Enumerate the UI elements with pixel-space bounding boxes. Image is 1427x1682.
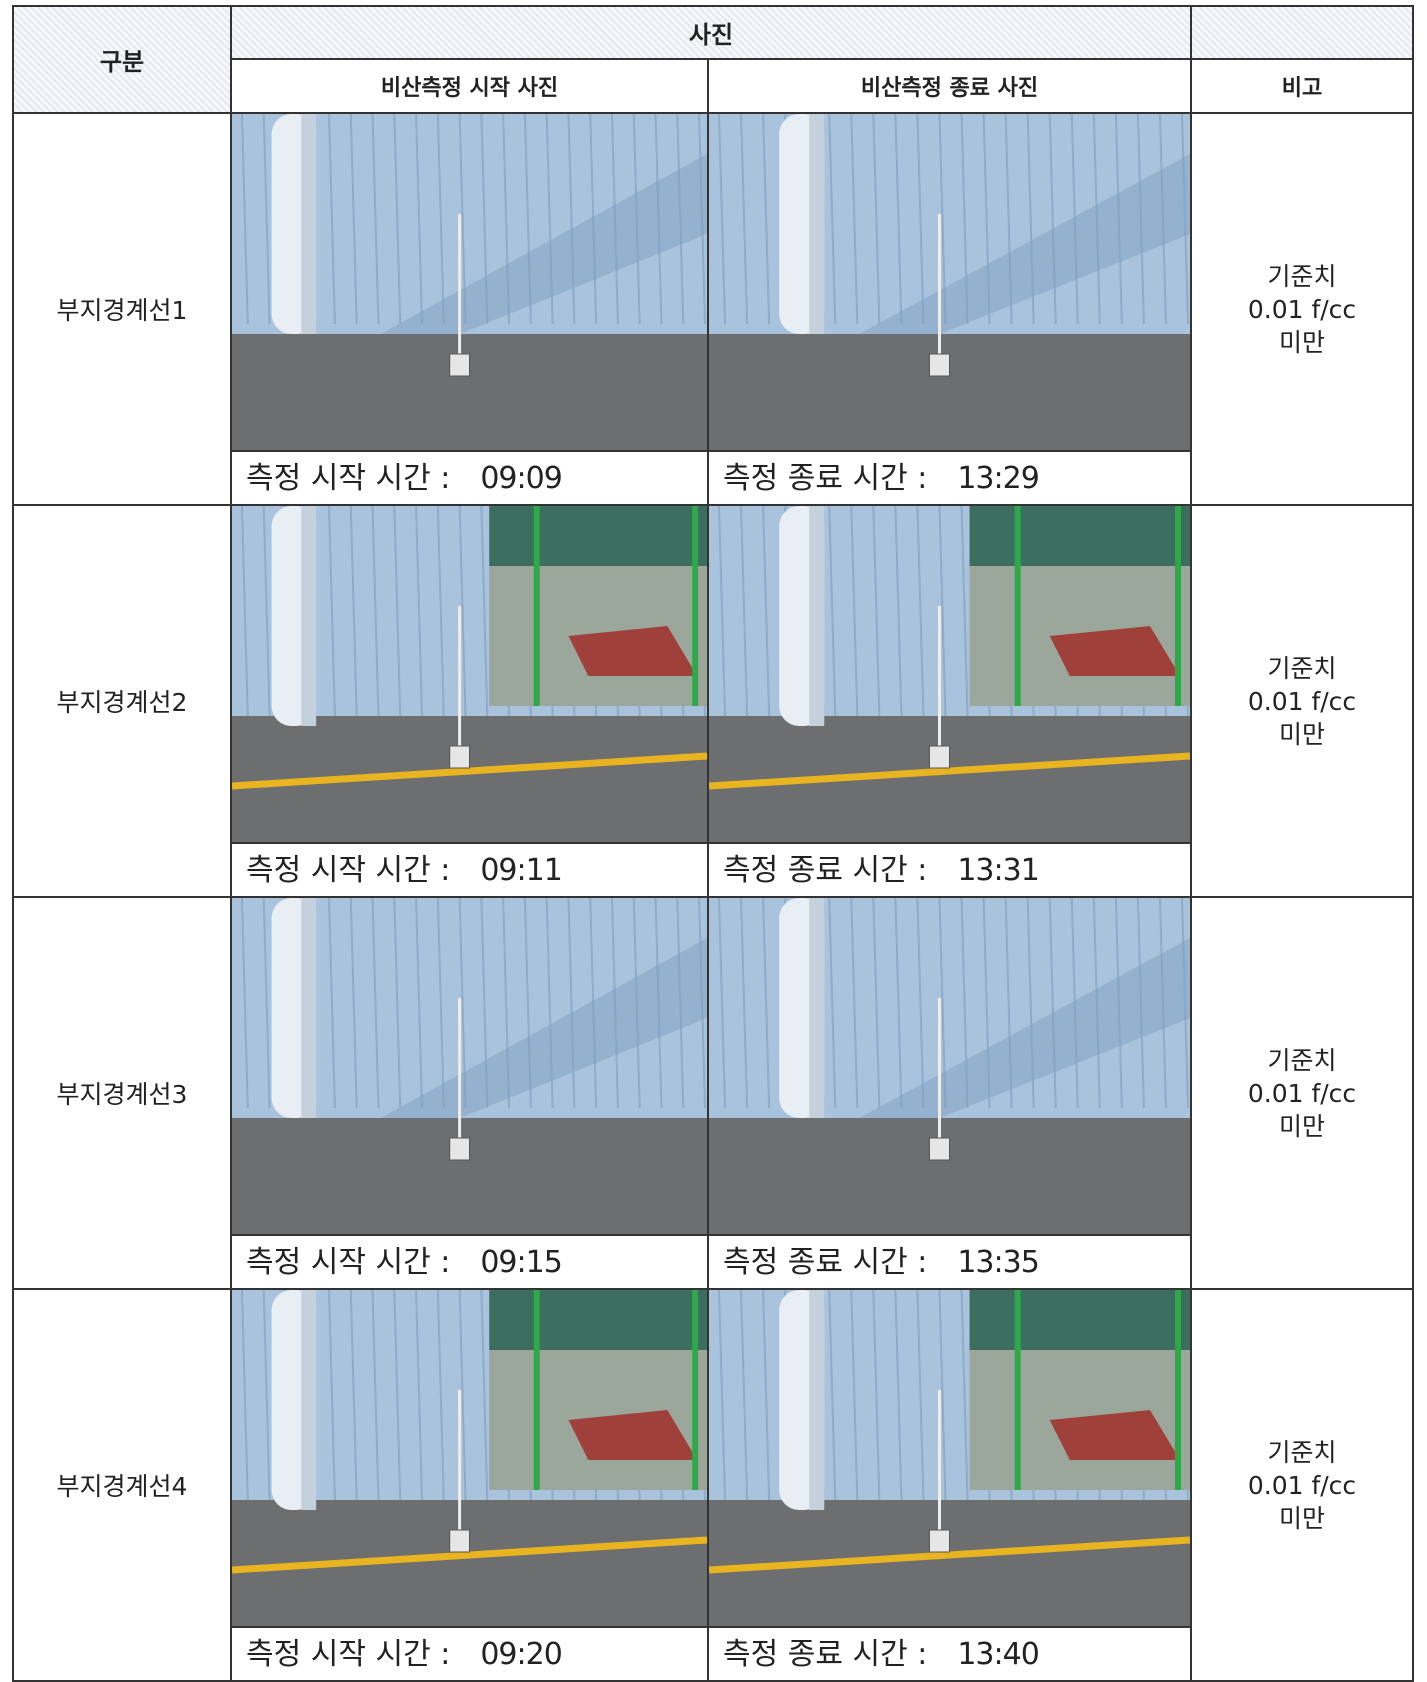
row-label: 부지경계선1 xyxy=(12,112,232,506)
caption: 측정 시작 시간 : 09:11 xyxy=(232,842,707,896)
caption: 측정 종료 시간 : 13:35 xyxy=(709,1234,1191,1288)
caption-time: 09:15 xyxy=(480,1245,562,1280)
note-line: 미만 xyxy=(1279,719,1326,749)
photo xyxy=(709,114,1191,450)
photo xyxy=(709,506,1191,842)
note-line: 기준치 xyxy=(1267,1437,1337,1467)
caption-text: 측정 시작 시간 : xyxy=(246,1245,451,1280)
caption: 측정 종료 시간 : 13:29 xyxy=(709,450,1191,504)
photo xyxy=(232,898,707,1234)
photo xyxy=(232,114,707,450)
end-photo-cell: 측정 종료 시간 : 13:29 xyxy=(706,112,1193,506)
note-cell: 기준치 0.01 f/cc 미만 xyxy=(1190,112,1415,506)
caption-time: 13:40 xyxy=(957,1637,1039,1672)
row: 부지경계선1 측정 시작 시간 : 09:09 측정 종료 시간 : 13:29 기준… xyxy=(12,112,1415,506)
photo xyxy=(232,506,707,842)
note-line: 0.01 f/cc xyxy=(1247,686,1357,716)
photo xyxy=(709,898,1191,1234)
note-line: 미만 xyxy=(1279,1111,1326,1141)
caption-time: 13:31 xyxy=(957,853,1039,888)
note-cell: 기준치 0.01 f/cc 미만 xyxy=(1190,896,1415,1290)
header-start: 비산측정 시작 사진 xyxy=(230,58,709,114)
header-photos: 사진 xyxy=(229,5,1193,60)
end-photo-cell: 측정 종료 시간 : 13:35 xyxy=(706,896,1193,1290)
caption-text: 측정 시작 시간 : xyxy=(246,853,451,888)
header-group: 구분 xyxy=(12,5,232,114)
caption: 측정 종료 시간 : 13:40 xyxy=(709,1626,1191,1680)
header-end: 비산측정 종료 사진 xyxy=(706,58,1193,114)
note-line: 기준치 xyxy=(1267,1045,1337,1075)
start-photo-cell: 측정 시작 시간 : 09:15 xyxy=(230,896,709,1290)
photo xyxy=(232,1290,707,1626)
note-line: 미만 xyxy=(1279,1503,1326,1533)
caption-time: 09:09 xyxy=(480,461,562,496)
row: 부지경계선2 측정 시작 시간 : 09:11 측정 종료 시간 : 13:31 기준… xyxy=(12,504,1415,898)
caption-text: 측정 종료 시간 : xyxy=(723,1245,928,1280)
row-label: 부지경계선4 xyxy=(12,1288,232,1682)
note-line: 0.01 f/cc xyxy=(1247,294,1357,324)
note-line: 기준치 xyxy=(1267,261,1337,291)
note-cell: 기준치 0.01 f/cc 미만 xyxy=(1190,1288,1415,1682)
row-label: 부지경계선3 xyxy=(12,896,232,1290)
end-photo-cell: 측정 종료 시간 : 13:40 xyxy=(706,1288,1193,1682)
caption: 측정 시작 시간 : 09:20 xyxy=(232,1626,707,1680)
photo-table: 구분 사진 비산측정 시작 사진 비산측정 종료 사진 비고 부지경계선1 측정… xyxy=(12,5,1415,1682)
caption-text: 측정 시작 시간 : xyxy=(246,461,451,496)
photo xyxy=(709,1290,1191,1626)
row: 부지경계선3 측정 시작 시간 : 09:15 측정 종료 시간 : 13:35 기준… xyxy=(12,896,1415,1290)
caption-time: 13:35 xyxy=(957,1245,1039,1280)
row: 부지경계선4 측정 시작 시간 : 09:20 측정 종료 시간 : 13:40 기준… xyxy=(12,1288,1415,1682)
caption-text: 측정 시작 시간 : xyxy=(246,1637,451,1672)
caption-text: 측정 종료 시간 : xyxy=(723,853,928,888)
note-line: 기준치 xyxy=(1267,653,1337,683)
note-line: 0.01 f/cc xyxy=(1247,1470,1357,1500)
end-photo-cell: 측정 종료 시간 : 13:31 xyxy=(706,504,1193,898)
caption-text: 측정 종료 시간 : xyxy=(723,461,928,496)
caption: 측정 시작 시간 : 09:09 xyxy=(232,450,707,504)
caption-time: 09:20 xyxy=(480,1637,562,1672)
caption: 측정 시작 시간 : 09:15 xyxy=(232,1234,707,1288)
caption-time: 09:11 xyxy=(480,853,562,888)
header-note: 비고 xyxy=(1190,58,1415,114)
note-cell: 기준치 0.01 f/cc 미만 xyxy=(1190,504,1415,898)
note-line: 0.01 f/cc xyxy=(1247,1078,1357,1108)
row-label: 부지경계선2 xyxy=(12,504,232,898)
caption-text: 측정 종료 시간 : xyxy=(723,1637,928,1672)
header-blank xyxy=(1190,5,1415,60)
note-line: 미만 xyxy=(1279,327,1326,357)
caption-time: 13:29 xyxy=(957,461,1039,496)
start-photo-cell: 측정 시작 시간 : 09:20 xyxy=(230,1288,709,1682)
caption: 측정 종료 시간 : 13:31 xyxy=(709,842,1191,896)
start-photo-cell: 측정 시작 시간 : 09:11 xyxy=(230,504,709,898)
start-photo-cell: 측정 시작 시간 : 09:09 xyxy=(230,112,709,506)
